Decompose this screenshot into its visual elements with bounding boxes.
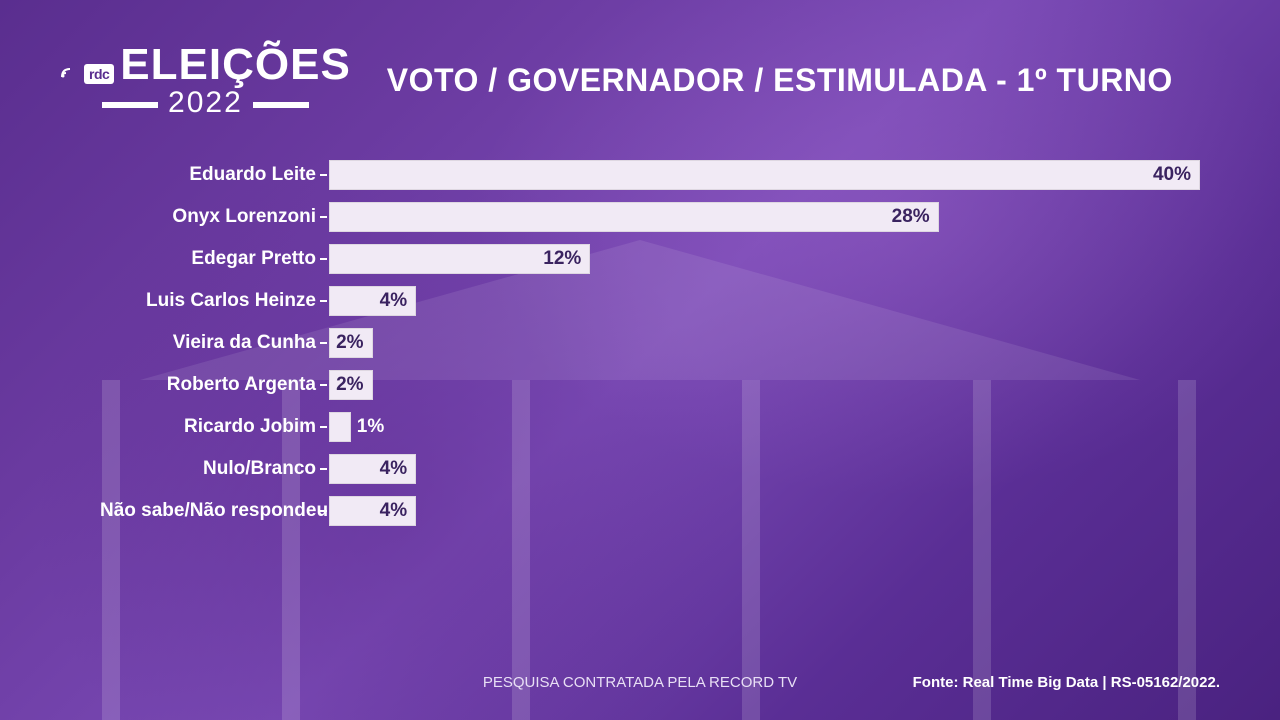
chart-row: Não sabe/Não respondeu 4%: [100, 490, 1200, 532]
chart-row: Roberto Argenta 2%: [100, 364, 1200, 406]
axis-tick: [320, 174, 327, 176]
bar-area: 2%: [329, 328, 1200, 358]
footer-source: Fonte: Real Time Big Data | RS-05162/202…: [913, 674, 1220, 691]
axis-tick: [320, 300, 327, 302]
page-title: VOTO / GOVERNADOR / ESTIMULADA - 1º TURN…: [387, 62, 1173, 99]
bar-area: 28%: [329, 202, 1200, 232]
bar-area: 4%: [329, 454, 1200, 484]
bar: 2%: [329, 370, 373, 400]
chart-row: Eduardo Leite 40%: [100, 154, 1200, 196]
bar-label: Vieira da Cunha: [100, 332, 320, 354]
bar-label: Não sabe/Não respondeu: [100, 500, 320, 522]
bar: 2%: [329, 328, 373, 358]
logo-year: 2022: [168, 86, 243, 120]
bar-area: 40%: [329, 160, 1200, 190]
axis-tick: [320, 342, 327, 344]
bar-value: 2%: [336, 332, 363, 354]
bar-area: 1%: [329, 412, 1200, 442]
chart-row: Ricardo Jobim 1%: [100, 406, 1200, 448]
bar-area: 12%: [329, 244, 1200, 274]
chart-row: Edegar Pretto 12%: [100, 238, 1200, 280]
bar-value: 40%: [1153, 164, 1191, 186]
bar-label: Nulo/Branco: [100, 458, 320, 480]
bar-label: Edegar Pretto: [100, 248, 320, 270]
bar-area: 2%: [329, 370, 1200, 400]
footer-contract: PESQUISA CONTRATADA PELA RECORD TV: [483, 674, 797, 691]
decor-line-right: [253, 102, 309, 105]
header: rdc ELEIÇÕES 2022 VOTO / GOVERNADOR / ES…: [60, 40, 1220, 120]
logo-block: rdc ELEIÇÕES 2022: [60, 40, 351, 120]
bar-chart: Eduardo Leite 40% Onyx Lorenzoni 28% Edegar …: [100, 154, 1200, 532]
bar: 12%: [329, 244, 590, 274]
bar: 40%: [329, 160, 1200, 190]
bar: 4%: [329, 286, 416, 316]
axis-tick: [320, 384, 327, 386]
bar-value: 4%: [380, 458, 407, 480]
bar: 28%: [329, 202, 939, 232]
bar-label: Luis Carlos Heinze: [100, 290, 320, 312]
network-badge: rdc: [84, 64, 114, 84]
axis-tick: [320, 468, 327, 470]
signal-icon: [60, 63, 76, 84]
bar-value: 12%: [543, 248, 581, 270]
bar-label: Onyx Lorenzoni: [100, 206, 320, 228]
chart-row: Nulo/Branco 4%: [100, 448, 1200, 490]
chart-row: Onyx Lorenzoni 28%: [100, 196, 1200, 238]
chart-row: Vieira da Cunha 2%: [100, 322, 1200, 364]
axis-tick: [320, 216, 327, 218]
axis-tick: [320, 258, 327, 260]
bar-label: Ricardo Jobim: [100, 416, 320, 438]
bar: 4%: [329, 454, 416, 484]
bar-value: 4%: [380, 290, 407, 312]
content-area: rdc ELEIÇÕES 2022 VOTO / GOVERNADOR / ES…: [0, 0, 1280, 720]
bar-value: 2%: [336, 374, 363, 396]
bar-area: 4%: [329, 496, 1200, 526]
logo-title: ELEIÇÕES: [120, 40, 351, 90]
bar-label: Roberto Argenta: [100, 374, 320, 396]
bar-value: 4%: [380, 500, 407, 522]
bar: [329, 412, 351, 442]
bar-value: 1%: [357, 416, 384, 438]
bar: 4%: [329, 496, 416, 526]
axis-tick: [320, 510, 327, 512]
bar-area: 4%: [329, 286, 1200, 316]
decor-line-left: [102, 102, 158, 105]
chart-row: Luis Carlos Heinze 4%: [100, 280, 1200, 322]
bar-label: Eduardo Leite: [100, 164, 320, 186]
axis-tick: [320, 426, 327, 428]
bar-value: 28%: [892, 206, 930, 228]
